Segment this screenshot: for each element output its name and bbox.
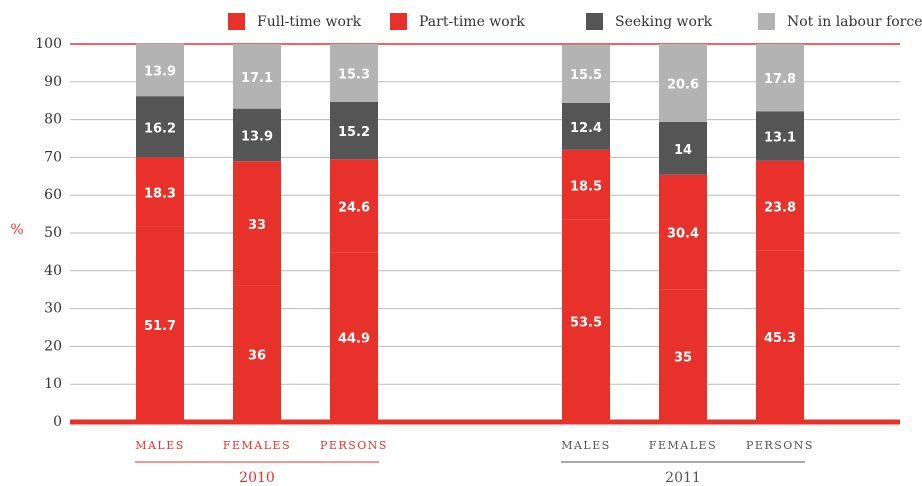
legend-swatch (228, 13, 245, 30)
y-tick-label: 100 (35, 36, 62, 52)
bar-segment (136, 96, 184, 158)
y-tick-label: 20 (44, 338, 62, 354)
legend-swatch (758, 13, 775, 30)
data-label: 35 (674, 350, 692, 365)
bar-segment (330, 159, 378, 253)
bar-segment (233, 108, 281, 162)
y-tick-label: 50 (44, 225, 62, 241)
y-tick-label: 90 (44, 74, 62, 90)
y-tick-label: 80 (44, 112, 62, 128)
bar-segment (136, 43, 184, 97)
bar-segment (562, 44, 610, 103)
data-label: 13.9 (241, 129, 273, 144)
y-tick-label: 0 (53, 414, 62, 430)
bar-segment (659, 174, 707, 290)
data-label: 33 (248, 218, 266, 233)
data-label: 17.1 (241, 71, 273, 86)
data-label: 44.9 (338, 332, 370, 347)
bar-segment (562, 102, 610, 150)
data-label: 16.2 (144, 121, 176, 136)
bar-segment (756, 44, 804, 112)
data-label: 51.7 (144, 319, 176, 334)
x-tick-label: PERSONS (746, 439, 814, 452)
data-label: 13.1 (764, 131, 796, 146)
bar-segment (233, 44, 281, 109)
bar-segment (756, 111, 804, 161)
y-tick-label: 60 (44, 187, 62, 203)
data-label: 14 (674, 143, 692, 158)
bar-segment (136, 226, 184, 422)
data-label: 18.5 (570, 179, 602, 194)
bar-segment (756, 250, 804, 422)
bar-segment (562, 219, 610, 422)
bar-segment (330, 101, 378, 160)
data-label: 20.6 (667, 77, 699, 92)
legend-swatch (586, 13, 603, 30)
data-label: 23.8 (764, 200, 796, 215)
group-label: 2011 (665, 470, 701, 486)
data-label: 45.3 (764, 331, 796, 346)
y-tick-label: 30 (44, 301, 62, 317)
legend-label: Part-time work (419, 14, 525, 30)
data-label: 15.5 (570, 68, 602, 83)
data-label: 30.4 (667, 227, 699, 242)
data-label: 13.9 (144, 64, 176, 79)
x-tick-label: FEMALES (649, 439, 717, 452)
data-label: 15.3 (338, 67, 370, 82)
y-tick-label: 40 (44, 263, 62, 279)
data-label: 15.2 (338, 125, 370, 140)
data-label: 53.5 (570, 315, 602, 330)
legend-label: Not in labour force (787, 14, 922, 30)
y-tick-label: 10 (44, 376, 62, 392)
bar-segment (659, 121, 707, 175)
legend-swatch (390, 13, 407, 30)
bar-segment (330, 252, 378, 422)
legend-label: Seeking work (615, 14, 713, 30)
data-label: 17.8 (764, 72, 796, 87)
data-label: 36 (248, 348, 266, 363)
bar-segment (136, 157, 184, 227)
bar-segment (756, 160, 804, 251)
bar-segment (659, 44, 707, 122)
x-tick-label: MALES (561, 439, 611, 452)
bar-segment (330, 44, 378, 102)
x-tick-label: MALES (135, 439, 185, 452)
y-tick-label: 70 (44, 149, 62, 165)
bar-segment (233, 161, 281, 286)
bar-segment (233, 285, 281, 422)
x-tick-label: FEMALES (223, 439, 291, 452)
data-label: 24.6 (338, 200, 370, 215)
group-label: 2010 (239, 470, 275, 486)
data-label: 18.3 (144, 186, 176, 201)
y-axis-label: % (10, 222, 23, 238)
bar-segment (562, 149, 610, 220)
x-tick-label: PERSONS (320, 439, 388, 452)
data-label: 12.4 (570, 121, 602, 136)
bar-segment (659, 289, 707, 422)
legend-label: Full-time work (257, 14, 362, 30)
